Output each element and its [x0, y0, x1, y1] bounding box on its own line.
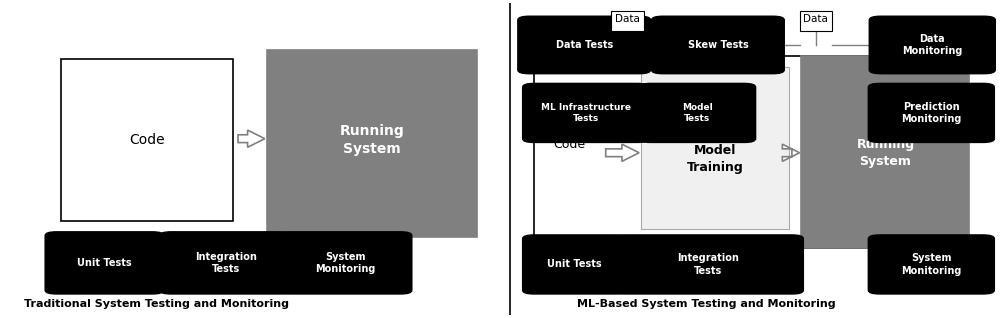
- Polygon shape: [606, 144, 639, 161]
- Bar: [534, 56, 873, 248]
- Bar: [611, 10, 644, 31]
- Polygon shape: [782, 144, 800, 161]
- FancyBboxPatch shape: [639, 83, 756, 142]
- Text: Integration
Tests: Integration Tests: [195, 252, 257, 274]
- Text: Traditional System Testing and Monitoring: Traditional System Testing and Monitorin…: [24, 299, 289, 309]
- Text: Unit Tests: Unit Tests: [547, 259, 602, 269]
- Text: ML Infrastructure
Tests: ML Infrastructure Tests: [541, 103, 631, 123]
- Bar: [61, 59, 233, 222]
- Bar: [267, 50, 477, 237]
- FancyBboxPatch shape: [518, 16, 651, 74]
- FancyBboxPatch shape: [652, 16, 784, 74]
- FancyBboxPatch shape: [613, 235, 803, 294]
- Bar: [641, 67, 789, 229]
- FancyBboxPatch shape: [45, 232, 164, 294]
- Text: ML-Based System Testing and Monitoring: ML-Based System Testing and Monitoring: [577, 299, 835, 309]
- Text: Data: Data: [803, 14, 828, 24]
- FancyBboxPatch shape: [160, 232, 292, 294]
- Text: Unit Tests: Unit Tests: [77, 258, 132, 268]
- Text: System
Monitoring: System Monitoring: [315, 252, 376, 274]
- Text: Data: Data: [615, 14, 640, 24]
- Text: System
Monitoring: System Monitoring: [901, 253, 962, 276]
- FancyBboxPatch shape: [868, 83, 994, 142]
- Text: Running
System: Running System: [856, 138, 915, 168]
- FancyBboxPatch shape: [523, 83, 649, 142]
- Text: Prediction
Monitoring: Prediction Monitoring: [901, 102, 962, 124]
- Bar: [801, 56, 969, 248]
- FancyBboxPatch shape: [279, 232, 412, 294]
- Text: Integration
Tests: Integration Tests: [677, 253, 739, 276]
- Text: Skew Tests: Skew Tests: [688, 40, 748, 50]
- Text: Running
System: Running System: [339, 124, 404, 156]
- Text: Model
Tests: Model Tests: [682, 103, 713, 123]
- FancyBboxPatch shape: [869, 16, 995, 74]
- Bar: [800, 10, 832, 31]
- Text: Code: Code: [130, 133, 165, 147]
- FancyBboxPatch shape: [523, 235, 627, 294]
- FancyBboxPatch shape: [868, 235, 994, 294]
- Text: Data Tests: Data Tests: [556, 40, 613, 50]
- Text: Model
Training: Model Training: [687, 144, 744, 174]
- Text: Data
Monitoring: Data Monitoring: [902, 34, 962, 56]
- Text: Code: Code: [553, 138, 585, 151]
- Polygon shape: [238, 130, 265, 147]
